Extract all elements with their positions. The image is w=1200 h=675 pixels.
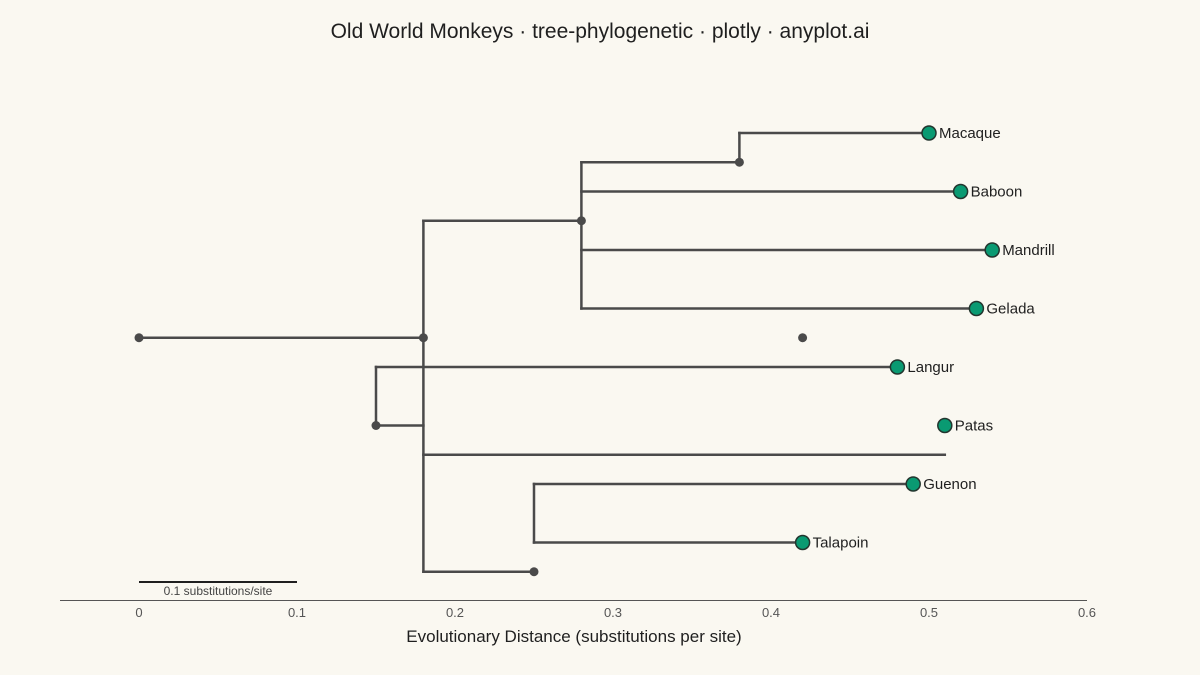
x-axis-ticks: 0 0.1 0.2 0.3 0.4 0.5 0.6 <box>135 605 1096 620</box>
internal-node-papionini <box>576 216 586 226</box>
x-tick-label: 0.1 <box>288 605 306 620</box>
internal-node-cercopithecini <box>529 567 539 577</box>
leaf-label-guenon: Guenon <box>923 476 976 493</box>
x-axis: 0 0.1 0.2 0.3 0.4 0.5 0.6 Evolutionary Distanc… <box>60 600 1096 646</box>
leaf-label-baboon: Baboon <box>971 184 1023 201</box>
leaf-node-talapoin <box>794 534 811 551</box>
leaf-label-mandrill: Mandrill <box>1002 242 1055 259</box>
leaf-label-gelada: Gelada <box>986 301 1035 318</box>
x-tick-label: 0.3 <box>604 605 622 620</box>
x-tick-label: 0.6 <box>1078 605 1096 620</box>
scale-bar-label: 0.1 substitutions/site <box>164 584 273 598</box>
leaf-node-guenon <box>905 476 921 492</box>
x-axis-title: Evolutionary Distance (substitutions per… <box>406 627 741 646</box>
chart-title: Old World Monkeys · tree-phylogenetic · … <box>331 20 870 43</box>
x-tick-label: 0.2 <box>446 605 464 620</box>
internal-nodes-group <box>134 157 808 577</box>
internal-node-stray <box>798 333 808 343</box>
internal-node-macaque-ancestor <box>734 157 744 167</box>
leaf-node-langur <box>889 359 906 375</box>
leaves-group: Macaque Baboon Mandrill Gelada Langur Patas Gu… <box>794 125 1055 552</box>
leaf-node-patas <box>937 417 953 434</box>
leaf-label-patas: Patas <box>955 418 993 435</box>
scale-bar: 0.1 substitutions/site <box>139 581 297 598</box>
leaf-node-gelada <box>968 300 985 317</box>
leaf-node-macaque <box>921 125 937 141</box>
x-tick-label: 0 <box>135 605 142 620</box>
x-tick-label: 0.4 <box>762 605 780 620</box>
x-tick-label: 0.5 <box>920 605 938 620</box>
leaf-label-langur: Langur <box>907 359 954 376</box>
leaf-node-baboon <box>952 183 969 200</box>
leaf-label-macaque: Macaque <box>939 125 1001 142</box>
internal-node-colobine <box>371 421 381 430</box>
leaf-label-talapoin: Talapoin <box>813 535 869 552</box>
leaf-node-mandrill <box>984 242 1000 258</box>
internal-node-root <box>134 333 144 343</box>
branches-group <box>137 131 994 573</box>
internal-node-n1 <box>418 333 428 343</box>
